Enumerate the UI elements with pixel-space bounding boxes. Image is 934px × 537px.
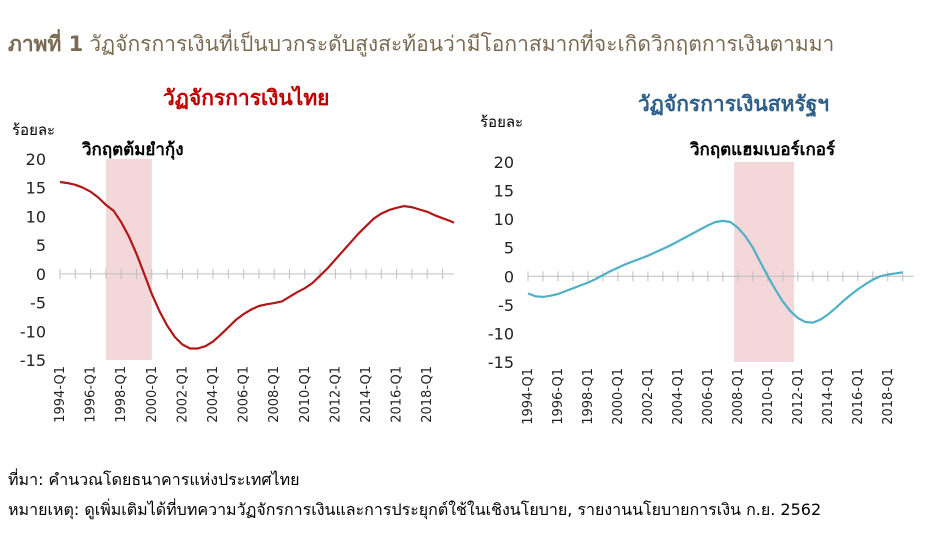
figure-title-label: ภาพที่ 1 [8,32,84,56]
source-note: ที่มา: คำนวณโดยธนาคารแห่งประเทศไทย [8,470,300,489]
thai-x-tick-label: 2018-Q1 [420,366,435,423]
us-x-tick-label: 2010-Q1 [761,368,776,425]
thai-x-tick-label: 2000-Q1 [145,366,160,423]
us-y-tick-label: 5 [504,239,514,258]
us-x-tick-label: 2004-Q1 [671,368,686,425]
us-series-line [527,219,903,324]
thai-x-tick-label: 2016-Q1 [390,366,405,423]
thai-x-tick-label: 1994-Q1 [53,366,68,423]
thai-x-tick-label: 2004-Q1 [206,366,221,423]
thai-y-tick-label: -5 [30,294,46,313]
us-y-axis-unit: ร้อยละ [480,113,524,131]
us-y-tick-label: 0 [504,267,514,286]
us-y-tick-label: 15 [494,182,514,201]
us-x-tick-label: 2000-Q1 [611,368,626,425]
thai-x-tick-label: 2006-Q1 [237,366,252,423]
thai-crisis-label: วิกฤตต้มยำกุ้ง [82,140,184,160]
us-x-tick-label: 2018-Q1 [881,368,896,425]
thai-x-tick-label: 2008-Q1 [267,366,282,423]
thai-y-tick-label: 0 [36,265,46,284]
thai-y-tick-label: 20 [26,150,46,169]
us-y-tick-label: -15 [488,353,514,372]
thai-y-tick-label: -10 [20,322,46,341]
us-crisis-band [734,162,795,362]
us-x-tick-label: 2002-Q1 [641,368,656,425]
thai-y-tick-label: 5 [36,236,46,255]
thai-y-axis-unit: ร้อยละ [12,121,56,139]
us-y-tick-label: 10 [494,210,514,229]
thai-x-tick-label: 2002-Q1 [175,366,190,423]
us-x-tick-label: 2006-Q1 [701,368,716,425]
us-x-tick-label: 2012-Q1 [791,368,806,425]
thai-x-tick-label: 2014-Q1 [359,366,374,423]
thai-chart-title: วัฏจักรการเงินไทย [163,86,330,110]
us-x-tick-label: 2014-Q1 [821,368,836,425]
thai-y-tick-label: -15 [20,351,46,370]
us-y-tick-label: -10 [488,324,514,343]
figure-title-text: วัฏจักรการเงินที่เป็นบวกระดับสูงสะท้อนว่… [89,32,835,56]
thai-x-tick-label: 1996-Q1 [84,366,99,423]
figure-title: ภาพที่ 1 วัฏจักรการเงินที่เป็นบวกระดับสูง… [8,28,834,61]
footnote: หมายเหตุ: ดูเพิ่มเติมได้ที่บทความวัฏจักร… [8,500,822,519]
us-y-tick-label: 20 [494,153,514,172]
thai-x-tick-label: 1998-Q1 [114,366,129,423]
us-chart-title: วัฏจักรการเงินสหรัฐฯ [638,92,830,116]
us-x-tick-label: 1994-Q1 [521,368,536,425]
thai-series-line [59,180,455,350]
us-x-tick-label: 2016-Q1 [851,368,866,425]
thai-y-tick-label: 10 [26,207,46,226]
us-x-tick-label: 2008-Q1 [731,368,746,425]
us-x-tick-label: 1998-Q1 [581,368,596,425]
us-crisis-label: วิกฤตแฮมเบอร์เกอร์ [690,140,836,160]
thai-crisis-band [105,159,152,360]
thai-x-tick-label: 2012-Q1 [328,366,343,423]
thai-x-tick-label: 2010-Q1 [298,366,313,423]
us-y-tick-label: -5 [498,296,514,315]
thai-y-tick-label: 15 [26,179,46,198]
us-x-tick-label: 1996-Q1 [551,368,566,425]
